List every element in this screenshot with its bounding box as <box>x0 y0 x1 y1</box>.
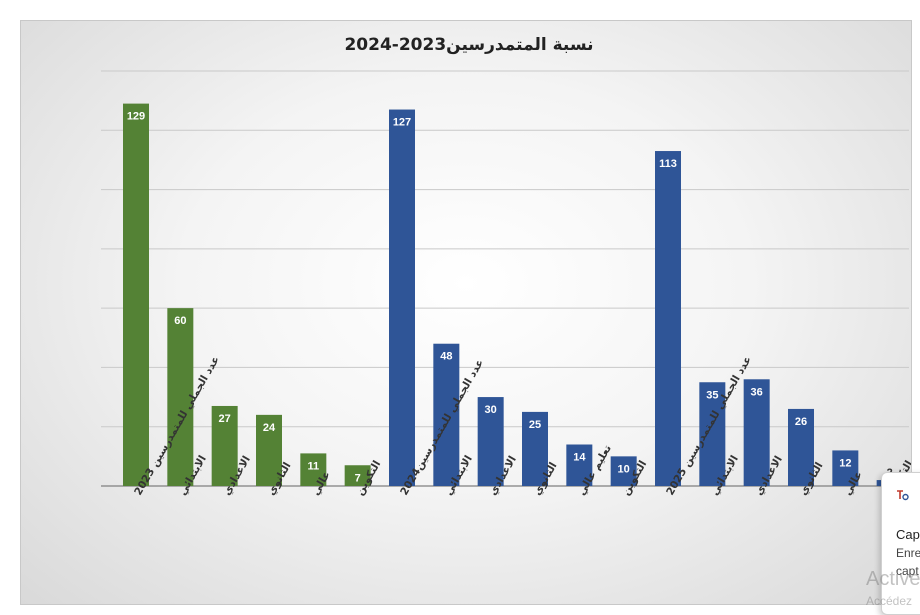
bar <box>389 109 415 487</box>
bar <box>256 414 282 486</box>
data-label: 25 <box>529 419 541 431</box>
data-label: 26 <box>795 416 807 428</box>
chart-title: نسبة المتمدرسين2023-2024 <box>344 35 593 55</box>
bar <box>300 453 327 486</box>
popup-title: Cap <box>896 527 920 542</box>
data-label: 11 <box>308 460 320 472</box>
popup-text-line: capt <box>896 564 919 578</box>
bar <box>699 382 726 486</box>
gridlines <box>101 70 909 428</box>
bar <box>655 151 681 487</box>
bar <box>344 465 371 486</box>
bar <box>477 397 504 486</box>
chart-area: نسبة المتمدرسين2023-2024 129 60 27 24 11 7 127… <box>20 20 912 605</box>
popup-text-line: Enre <box>896 546 920 560</box>
data-labels: 1296027241171274830251410113353626122 <box>127 111 893 485</box>
bar <box>123 103 149 486</box>
data-label: 48 <box>440 351 452 363</box>
activation-watermark-title: Active <box>866 568 920 590</box>
data-label: 60 <box>174 315 186 327</box>
bar <box>832 450 859 486</box>
data-label: 127 <box>393 117 411 129</box>
data-label: 36 <box>751 386 763 398</box>
bar <box>522 411 548 486</box>
bar-chart: نسبة المتمدرسين2023-2024 129 60 27 24 11 7 127… <box>101 35 911 498</box>
bar <box>211 405 238 486</box>
data-label: 30 <box>485 404 497 416</box>
data-label: 35 <box>706 389 718 401</box>
bar <box>788 408 814 486</box>
data-label: 12 <box>839 457 851 469</box>
bar <box>566 444 593 486</box>
bars <box>123 103 903 487</box>
bar <box>167 308 194 486</box>
activation-watermark-subtitle: Accédez <box>866 594 913 608</box>
bar <box>433 343 460 486</box>
data-label: 27 <box>219 413 231 425</box>
data-label: 10 <box>618 463 630 475</box>
data-label: 24 <box>263 422 276 434</box>
caption-icon <box>897 490 909 501</box>
bar <box>610 456 637 486</box>
data-label: 129 <box>127 111 145 123</box>
data-label: 113 <box>659 158 677 170</box>
data-label: 7 <box>355 472 361 484</box>
data-label: 14 <box>573 452 586 464</box>
bar <box>743 379 770 486</box>
caption-popup[interactable]: Cap Enre capt <box>881 472 920 615</box>
